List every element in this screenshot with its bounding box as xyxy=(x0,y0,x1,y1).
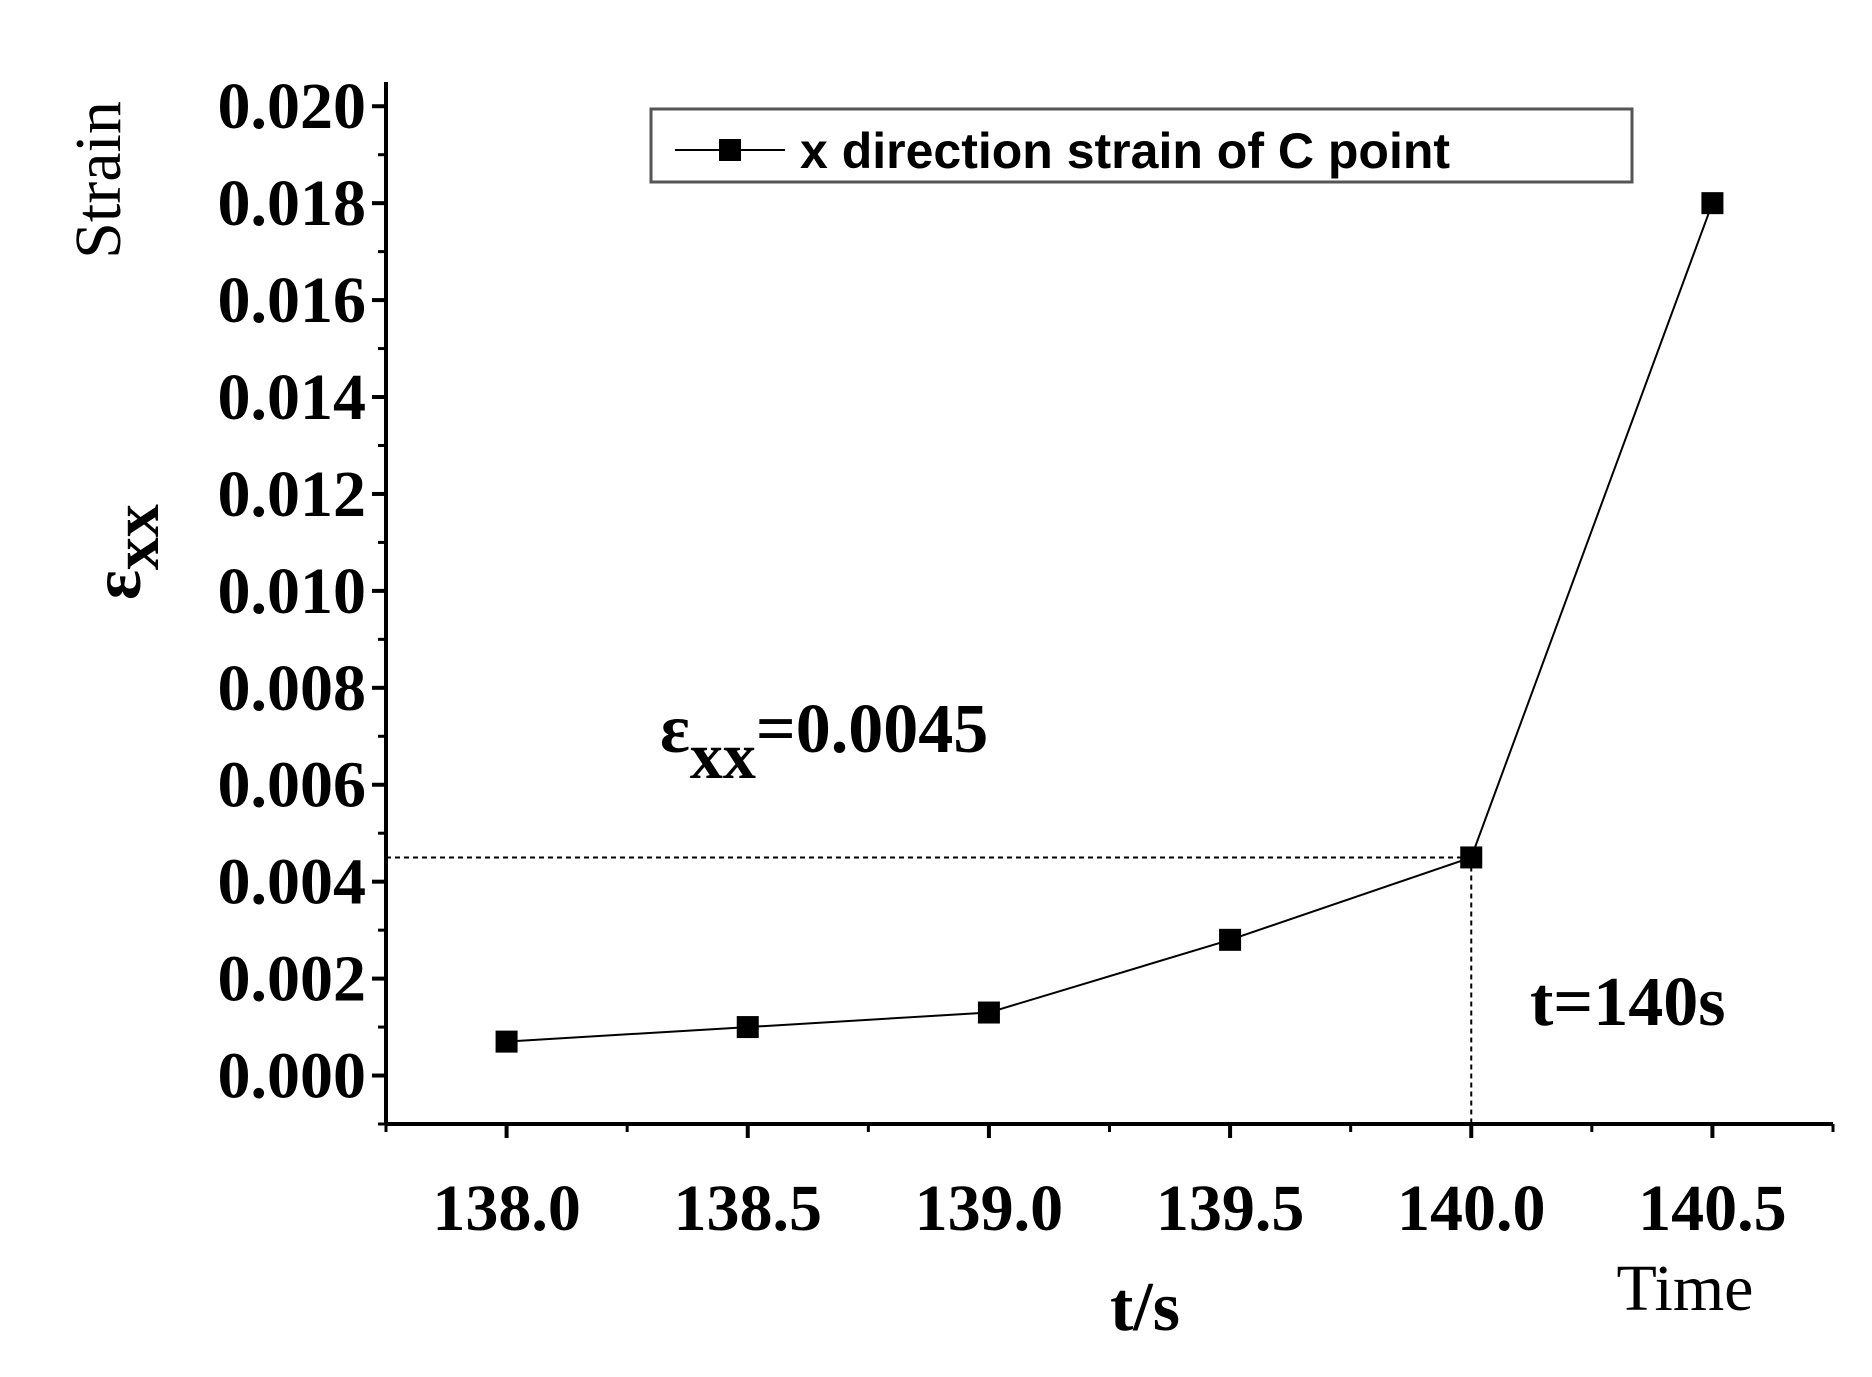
reference-lines xyxy=(386,856,1473,1124)
data-point xyxy=(736,1016,759,1039)
legend: x direction strain of C point xyxy=(649,107,1634,184)
y-tick-label: 0.010 xyxy=(218,555,367,628)
y-axis-extra-label: Strain xyxy=(62,101,135,259)
y-tick-label: 0.004 xyxy=(218,846,367,919)
annotation-epsilon-main: ε xyxy=(660,691,690,768)
annotation-time: t=140s xyxy=(1530,964,1725,1041)
svg-text:εxx: εxx xyxy=(79,504,173,600)
y-tick-label: 0.014 xyxy=(218,361,367,434)
y-tick-label: 0.006 xyxy=(218,749,367,822)
data-point xyxy=(1219,928,1242,951)
x-axis-extra-label: Time xyxy=(1617,1252,1754,1325)
annotation-epsilon-value: εxx=0.0045 xyxy=(660,691,988,793)
legend-box xyxy=(649,107,1634,184)
y-tick-label: 0.000 xyxy=(218,1040,367,1113)
data-point xyxy=(495,1030,518,1053)
x-tick-label: 138.5 xyxy=(674,1172,823,1245)
legend-marker-sample xyxy=(719,139,741,161)
y-axis-title-main: ε xyxy=(79,570,156,600)
annotation-epsilon-sub: xx xyxy=(690,720,756,793)
y-tick-label: 0.008 xyxy=(218,652,367,725)
x-axis-title: t/s xyxy=(1110,1269,1180,1346)
y-tick-label: 0.012 xyxy=(218,458,367,531)
x-tick-label: 140.0 xyxy=(1397,1172,1546,1245)
series-line xyxy=(506,202,1714,1043)
data-point xyxy=(1701,192,1724,215)
y-tick-label: 0.018 xyxy=(218,167,367,240)
x-tick-label: 139.0 xyxy=(915,1172,1064,1245)
y-tick-label: 0.020 xyxy=(218,70,367,143)
data-point xyxy=(977,1001,1000,1024)
legend-label: x direction strain of C point xyxy=(800,123,1450,179)
y-tick-label: 0.016 xyxy=(218,264,367,337)
annotation-epsilon-rest: =0.0045 xyxy=(756,691,988,768)
axes: 0.000 0.002 0.004 0.006 0.008 0.010 0.012 0.014… xyxy=(218,70,1835,1245)
y-axis-title: εxx xyxy=(79,504,173,600)
x-tick-label: 138.0 xyxy=(432,1172,581,1245)
x-tick-label: 139.5 xyxy=(1156,1172,1305,1245)
data-point xyxy=(1460,846,1483,869)
x-tick-label: 140.5 xyxy=(1638,1172,1787,1245)
y-axis-title-sub: xx xyxy=(100,504,173,570)
series-group xyxy=(495,192,1724,1053)
y-tick-label: 0.002 xyxy=(218,943,367,1016)
